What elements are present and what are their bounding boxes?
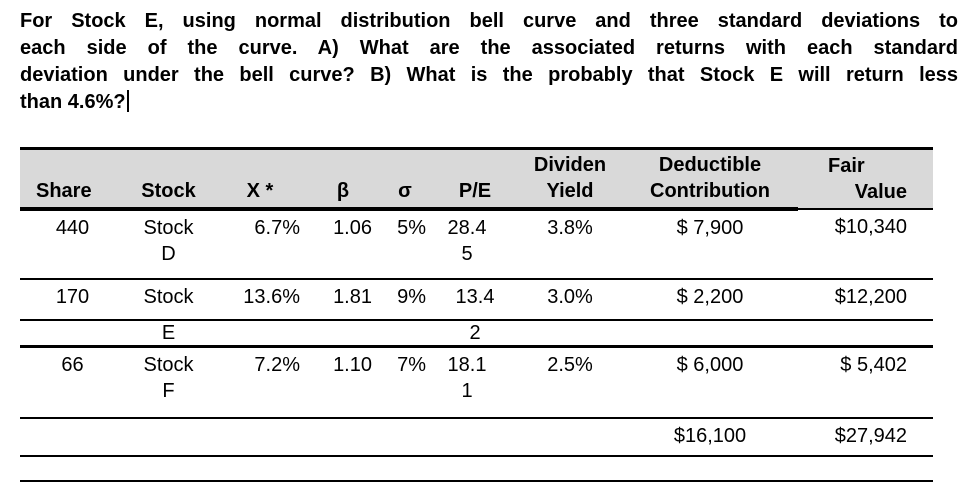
cell-e-sigma[interactable]: 9% <box>378 279 432 321</box>
header-stock[interactable]: Stock <box>125 147 212 211</box>
table-row-totals: $16,100 $27,942 <box>20 418 933 457</box>
table-row-stock-f: 66 Stock F 7.2% 1.10 7% 18.1 1 2.5% $ 6,… <box>20 346 933 419</box>
cell-total-share[interactable] <box>20 418 125 457</box>
cell-f-x[interactable]: 7.2% <box>212 346 308 419</box>
stock-data-table: Share Stock X * β σ P/E Dividen Yield De… <box>20 147 933 482</box>
cell-e2-fair-value[interactable] <box>798 320 933 348</box>
cell-total-contribution[interactable]: $16,100 <box>622 418 798 457</box>
header-beta[interactable]: β <box>308 147 378 211</box>
question-line-4-text: than 4.6%? <box>20 91 126 113</box>
cell-e2-yield[interactable] <box>518 320 622 348</box>
cell-d-fair-value[interactable]: $10,340 <box>798 209 933 280</box>
cell-d-pe-line1: 28.4 <box>447 217 487 239</box>
cell-e-pe[interactable]: 13.4 <box>432 279 518 321</box>
question-line-1: For Stock E, using normal distribution b… <box>20 10 958 32</box>
cell-d-pe-line2: 5 <box>461 243 473 265</box>
cell-e2-pe[interactable]: 2 <box>432 320 518 348</box>
cell-d-sigma[interactable]: 5% <box>378 209 432 280</box>
question-line-3: deviation under the bell curve? B) What … <box>20 64 958 86</box>
header-sigma[interactable]: σ <box>378 147 432 211</box>
cell-e2-sigma[interactable] <box>378 320 432 348</box>
cell-e2-stock[interactable]: E <box>125 320 212 348</box>
header-fair-line1: Fair <box>828 155 865 177</box>
cell-e-share[interactable]: 170 <box>20 279 125 321</box>
cell-f-pe-line2: 1 <box>461 380 473 402</box>
table-row-stock-d: 440 Stock D 6.7% 1.06 5% 28.4 5 3.8% $ 7… <box>20 209 933 280</box>
cell-e-contribution[interactable]: $ 2,200 <box>622 279 798 321</box>
header-fair-value[interactable]: Fair Value <box>798 147 933 210</box>
cell-f-pe-line1: 18.1 <box>447 354 487 376</box>
cell-e2-contribution[interactable] <box>622 320 798 348</box>
cell-f-stock[interactable]: Stock F <box>125 346 212 419</box>
cell-total-stock[interactable] <box>125 418 212 457</box>
cell-total-x[interactable] <box>212 418 308 457</box>
cell-total-sigma[interactable] <box>378 418 432 457</box>
header-x-star[interactable]: X * <box>212 147 308 211</box>
cell-d-stock[interactable]: Stock D <box>125 209 212 280</box>
table-header-row: Share Stock X * β σ P/E Dividen Yield De… <box>20 147 933 211</box>
cell-d-pe[interactable]: 28.4 5 <box>432 209 518 280</box>
table-row-stock-e-wrap: E 2 <box>20 320 933 348</box>
cell-f-contribution[interactable]: $ 6,000 <box>622 346 798 419</box>
cell-d-yield[interactable]: 3.8% <box>518 209 622 280</box>
cell-empty-contribution[interactable] <box>622 456 798 482</box>
cell-e-yield[interactable]: 3.0% <box>518 279 622 321</box>
question-line-2: each side of the curve. A) What are the … <box>20 37 958 59</box>
cell-f-pe[interactable]: 18.1 1 <box>432 346 518 419</box>
text-cursor <box>126 90 129 112</box>
cell-empty-share[interactable] <box>20 456 125 482</box>
cell-e2-x[interactable] <box>212 320 308 348</box>
cell-f-stock-line2: F <box>162 380 175 402</box>
header-deductible-line2: Contribution <box>650 180 770 202</box>
cell-empty-beta[interactable] <box>308 456 378 482</box>
cell-f-fair-value[interactable]: $ 5,402 <box>798 346 933 419</box>
cell-d-beta[interactable]: 1.06 <box>308 209 378 280</box>
cell-e-x[interactable]: 13.6% <box>212 279 308 321</box>
header-dividend-yield-line2: Yield <box>546 180 594 202</box>
cell-total-beta[interactable] <box>308 418 378 457</box>
cell-empty-stock[interactable] <box>125 456 212 482</box>
cell-total-fair-value[interactable]: $27,942 <box>798 418 933 457</box>
cell-d-contribution[interactable]: $ 7,900 <box>622 209 798 280</box>
cell-total-yield[interactable] <box>518 418 622 457</box>
cell-f-beta[interactable]: 1.10 <box>308 346 378 419</box>
cell-d-x[interactable]: 6.7% <box>212 209 308 280</box>
header-fair-line2: Value <box>854 181 907 203</box>
cell-e-beta[interactable]: 1.81 <box>308 279 378 321</box>
cell-empty-fair-value[interactable] <box>798 456 933 482</box>
header-dividend-yield[interactable]: Dividen Yield <box>518 147 622 211</box>
header-share[interactable]: Share <box>20 147 125 211</box>
cell-total-pe[interactable] <box>432 418 518 457</box>
cell-f-sigma[interactable]: 7% <box>378 346 432 419</box>
cell-empty-sigma[interactable] <box>378 456 432 482</box>
table-row-empty <box>20 456 933 482</box>
question-paragraph[interactable]: For Stock E, using normal distribution b… <box>20 8 958 116</box>
cell-f-yield[interactable]: 2.5% <box>518 346 622 419</box>
header-pe[interactable]: P/E <box>432 147 518 211</box>
cell-f-share[interactable]: 66 <box>20 346 125 419</box>
cell-d-stock-line1: Stock <box>143 217 194 239</box>
cell-e-stock[interactable]: Stock <box>125 279 212 321</box>
cell-d-stock-line2: D <box>161 243 176 265</box>
table-row-stock-e-main: 170 Stock 13.6% 1.81 9% 13.4 3.0% $ 2,20… <box>20 279 933 321</box>
cell-d-share[interactable]: 440 <box>20 209 125 280</box>
cell-empty-x[interactable] <box>212 456 308 482</box>
cell-e2-beta[interactable] <box>308 320 378 348</box>
question-line-4: than 4.6%? <box>20 89 958 116</box>
cell-e-fair-value[interactable]: $12,200 <box>798 279 933 321</box>
cell-empty-yield[interactable] <box>518 456 622 482</box>
cell-empty-pe[interactable] <box>432 456 518 482</box>
header-deductible-line1: Deductible <box>658 154 762 176</box>
cell-e2-share[interactable] <box>20 320 125 348</box>
header-dividend-yield-line1: Dividen <box>533 154 607 176</box>
header-deductible-contribution[interactable]: Deductible Contribution <box>622 147 798 211</box>
cell-f-stock-line1: Stock <box>143 354 194 376</box>
